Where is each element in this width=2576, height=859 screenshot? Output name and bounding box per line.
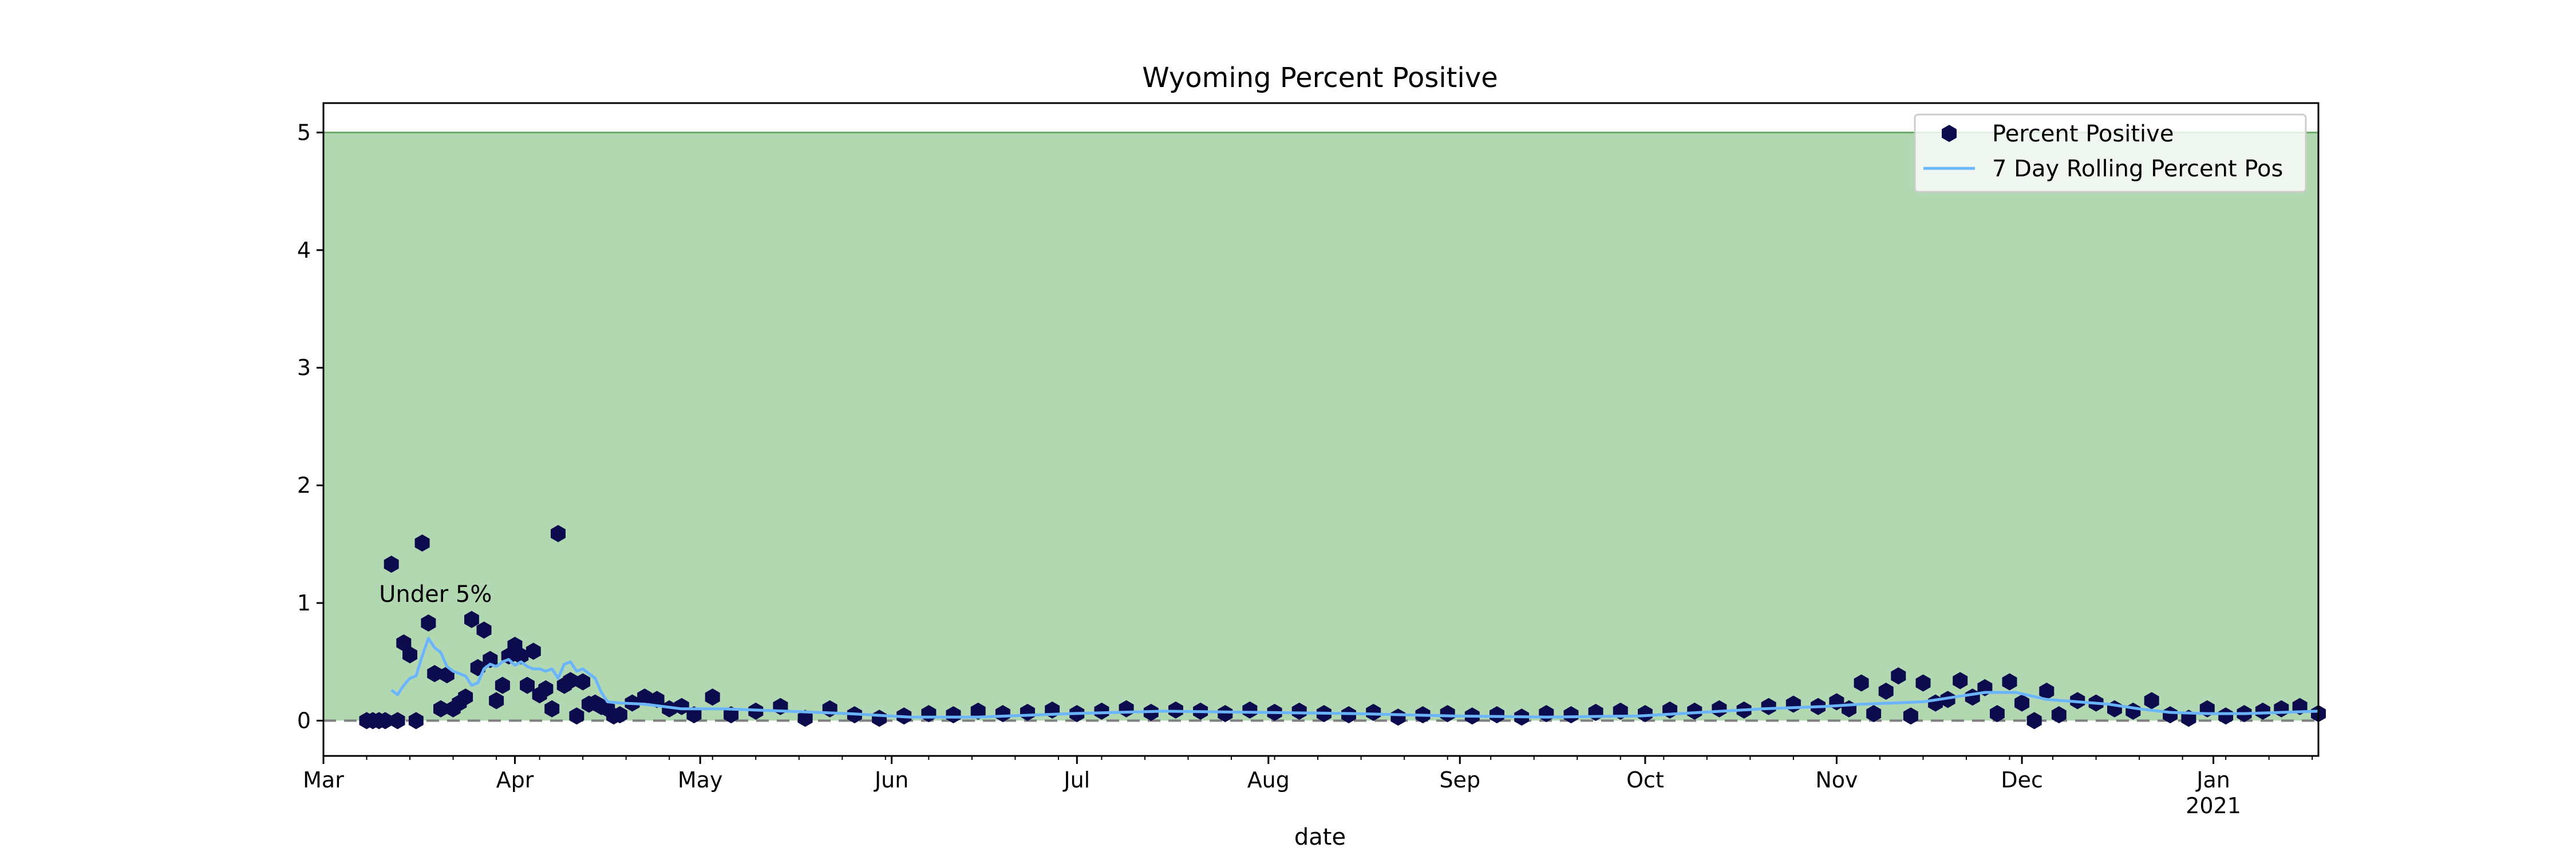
legend-box: [1914, 113, 2307, 193]
data-point: [1218, 705, 1233, 723]
legend-marker-percent-positive: [1942, 125, 1957, 142]
data-point: [649, 691, 665, 708]
data-point: [1915, 674, 1931, 692]
data-point: [1903, 707, 1918, 725]
threshold-band: [323, 132, 2318, 721]
x-axis-title: date: [1294, 824, 1346, 850]
data-point: [433, 700, 448, 718]
data-point: [637, 688, 652, 706]
data-point: [414, 534, 430, 552]
data-point: [995, 705, 1010, 723]
data-point: [1866, 705, 1882, 723]
data-point: [2039, 683, 2055, 700]
data-point: [575, 673, 591, 691]
data-point: [384, 555, 399, 573]
y-tick-label: 2: [297, 473, 311, 498]
data-point: [1563, 706, 1579, 724]
legend-label-rolling: 7 Day Rolling Percent Pos: [1992, 156, 2283, 182]
data-point: [674, 698, 689, 715]
data-point: [408, 712, 424, 730]
data-point: [2163, 706, 2178, 724]
x-tick-label: Sep: [1439, 767, 1480, 793]
x-tick-label: Jul: [1062, 767, 1090, 793]
y-tick-label: 1: [297, 590, 311, 616]
data-point: [464, 610, 479, 628]
data-point: [421, 614, 436, 632]
x-tick-label: Mar: [303, 767, 344, 793]
data-point: [551, 525, 566, 542]
data-point: [1366, 704, 1381, 721]
legend-label-percent-positive: Percent Positive: [1992, 121, 2174, 147]
legend: Percent Positive 7 Day Rolling Percent P…: [1914, 113, 2307, 193]
plot-area: [322, 102, 2326, 757]
data-point: [1687, 702, 1702, 720]
plot-frame: [322, 102, 2320, 757]
data-point: [2144, 692, 2159, 710]
y-tick-label: 3: [297, 355, 311, 380]
x-tick-label: Jun: [874, 767, 908, 793]
y-tick-label: 0: [297, 708, 311, 733]
data-point: [402, 646, 417, 664]
data-point: [1291, 702, 1307, 720]
data-point: [1390, 708, 1406, 726]
data-point: [526, 643, 541, 660]
x-tick-label: Dec: [2001, 767, 2043, 793]
data-point: [483, 651, 498, 668]
data-point: [946, 706, 961, 724]
data-point: [612, 706, 627, 724]
data-point: [513, 647, 529, 665]
x-tick-label: Nov: [1815, 767, 1858, 793]
data-point: [705, 688, 720, 706]
data-point: [2026, 712, 2042, 730]
data-point: [686, 706, 702, 724]
data-point: [1953, 672, 1968, 689]
y-tick-label: 5: [297, 120, 311, 145]
data-point: [1638, 705, 1653, 723]
data-point: [2002, 673, 2017, 691]
x-tick-label: Aug: [1247, 767, 1290, 793]
data-point: [1990, 705, 2005, 723]
data-point: [1878, 683, 1894, 700]
y-axis-ticks: 0 1 2 3 4 5: [297, 120, 323, 733]
data-point: [1854, 674, 1869, 692]
band-label: Under 5%: [379, 581, 492, 608]
data-point: [2014, 694, 2030, 712]
data-point: [538, 680, 554, 698]
x-tick-label: Oct: [1626, 767, 1664, 793]
x-tick-label: Jan: [2195, 767, 2230, 793]
data-point: [662, 700, 677, 718]
data-point: [390, 712, 405, 730]
rolling-average-line: [390, 637, 2319, 719]
data-point: [377, 712, 393, 730]
data-point: [797, 710, 813, 727]
data-point: [1440, 705, 1455, 723]
chart-title: Wyoming Percent Positive: [1142, 62, 1498, 94]
y-tick-label: 4: [297, 238, 311, 263]
data-point: [569, 707, 584, 725]
data-point: [427, 665, 442, 683]
data-point: [396, 634, 412, 652]
data-point: [458, 688, 473, 706]
x-tick-sublabel: 2021: [2186, 793, 2241, 818]
data-point: [2255, 702, 2270, 720]
data-point: [476, 621, 492, 639]
data-point: [495, 676, 510, 694]
data-point: [1094, 702, 1109, 720]
x-tick-label: May: [678, 767, 723, 793]
data-point: [1242, 701, 1258, 719]
data-point: [1761, 698, 1776, 715]
data-point: [1490, 706, 1504, 724]
data-point: [544, 700, 560, 718]
data-point: [520, 676, 535, 694]
data-point: [2051, 706, 2067, 724]
data-point: [1712, 700, 1727, 718]
x-tick-label: Apr: [496, 767, 534, 793]
data-point: [1891, 667, 1906, 685]
data-point: [489, 692, 504, 710]
data-point: [970, 702, 986, 720]
data-point: [2218, 707, 2234, 725]
data-point: [563, 672, 578, 689]
